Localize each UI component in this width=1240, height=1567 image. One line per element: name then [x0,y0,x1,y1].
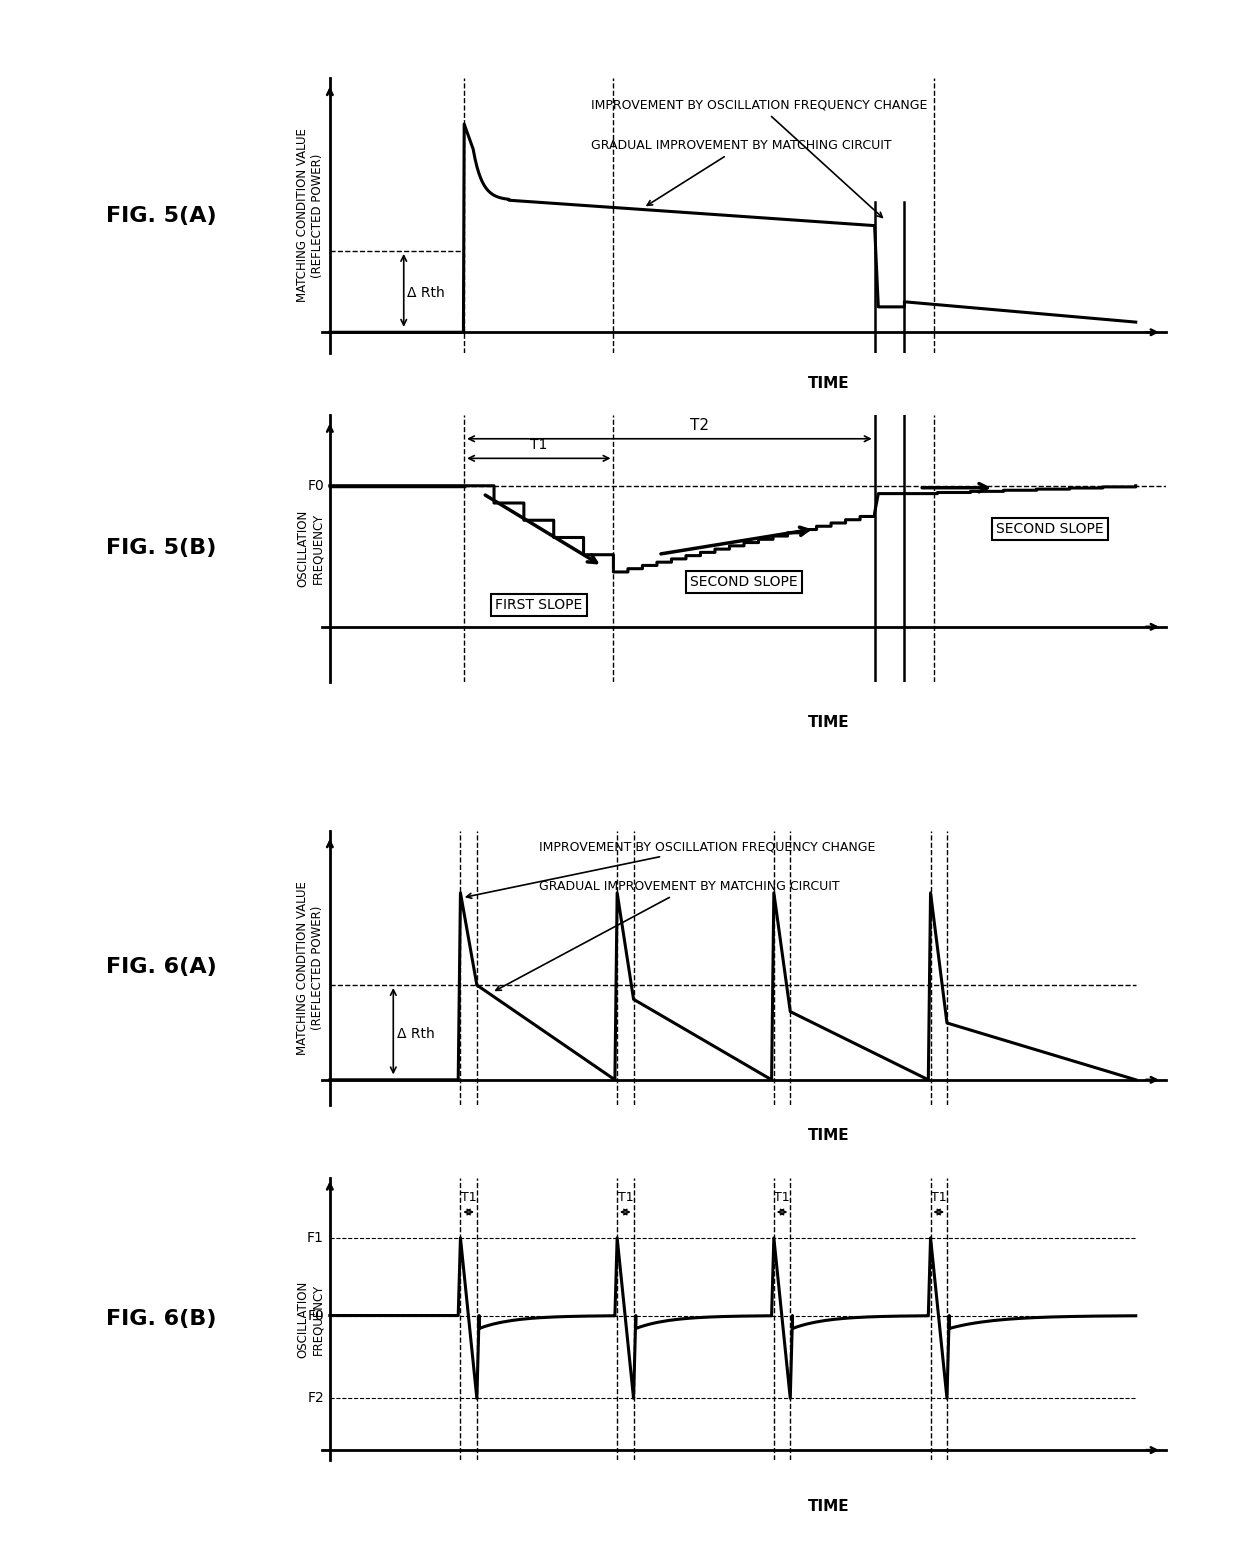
Text: FIG. 5(B): FIG. 5(B) [105,539,217,558]
Text: T1: T1 [931,1191,946,1205]
Text: T2: T2 [689,418,709,432]
Text: FIG. 5(A): FIG. 5(A) [105,207,217,226]
Y-axis label: MATCHING CONDITION VALUE
(REFLECTED POWER): MATCHING CONDITION VALUE (REFLECTED POWE… [296,128,325,302]
Text: GRADUAL IMPROVEMENT BY MATCHING CIRCUIT: GRADUAL IMPROVEMENT BY MATCHING CIRCUIT [591,139,892,205]
Text: IMPROVEMENT BY OSCILLATION FREQUENCY CHANGE: IMPROVEMENT BY OSCILLATION FREQUENCY CHA… [591,99,928,218]
Text: T1: T1 [461,1191,476,1205]
Text: TIME: TIME [807,376,849,392]
Y-axis label: MATCHING CONDITION VALUE
(REFLECTED POWER): MATCHING CONDITION VALUE (REFLECTED POWE… [296,881,325,1055]
Text: T1: T1 [531,439,548,453]
Y-axis label: OSCILLATION
FREQUENCY: OSCILLATION FREQUENCY [296,509,325,588]
Text: TIME: TIME [807,1500,849,1514]
Text: FIG. 6(A): FIG. 6(A) [105,957,217,976]
Text: SECOND SLOPE: SECOND SLOPE [691,575,797,589]
Text: F2: F2 [308,1391,324,1406]
Text: GRADUAL IMPROVEMENT BY MATCHING CIRCUIT: GRADUAL IMPROVEMENT BY MATCHING CIRCUIT [496,881,839,990]
Text: FIG. 6(B): FIG. 6(B) [105,1310,217,1329]
Text: Δ Rth: Δ Rth [408,287,445,301]
Y-axis label: OSCILLATION
FREQUENCY: OSCILLATION FREQUENCY [296,1280,325,1359]
Text: TIME: TIME [807,715,849,730]
Text: FIRST SLOPE: FIRST SLOPE [495,599,583,613]
Text: F0: F0 [308,480,324,492]
Text: Δ Rth: Δ Rth [397,1028,435,1042]
Text: T1: T1 [774,1191,790,1205]
Text: IMPROVEMENT BY OSCILLATION FREQUENCY CHANGE: IMPROVEMENT BY OSCILLATION FREQUENCY CHA… [466,840,875,898]
Text: SECOND SLOPE: SECOND SLOPE [996,522,1104,536]
Text: F1: F1 [308,1232,324,1244]
Text: F0: F0 [308,1308,324,1323]
Text: T1: T1 [618,1191,634,1205]
Text: TIME: TIME [807,1128,849,1144]
